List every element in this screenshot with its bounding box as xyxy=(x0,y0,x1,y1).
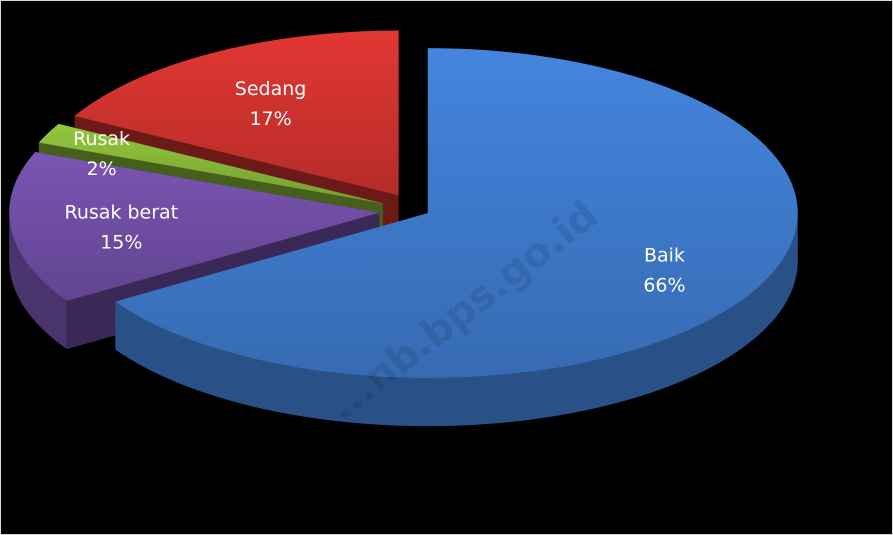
percent-label: 17% xyxy=(249,108,291,130)
percent-label: 15% xyxy=(100,231,142,253)
data-label: Rusak berat 15% xyxy=(65,201,179,253)
slice-top xyxy=(115,48,798,379)
percent-label: 2% xyxy=(87,158,117,180)
labels-layer: Baik 66% Rusak berat 15% Rusak 2% Sedang 17% xyxy=(65,78,686,297)
category-label: Sedang xyxy=(235,78,307,100)
data-label: Sedang 17% xyxy=(235,78,307,130)
slice-top xyxy=(74,30,399,196)
slice-top xyxy=(9,151,380,302)
slice-side xyxy=(115,213,798,427)
category-label: Rusak xyxy=(73,128,130,150)
category-label: Baik xyxy=(644,245,685,267)
pie-slice-baik xyxy=(115,48,798,427)
data-label: Baik 66% xyxy=(643,245,685,297)
data-label: Rusak 2% xyxy=(73,128,130,180)
slice-top xyxy=(38,123,383,204)
category-label: Rusak berat xyxy=(65,201,179,223)
slice-side xyxy=(9,212,67,350)
slices-layer xyxy=(9,30,798,427)
percent-label: 66% xyxy=(643,275,685,297)
